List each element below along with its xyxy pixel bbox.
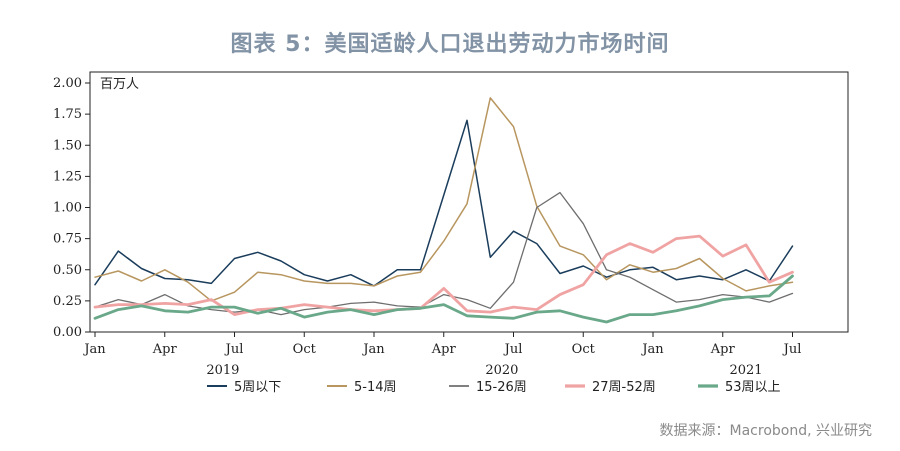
y-tick-label: 0.25 — [53, 294, 82, 309]
series-line-2 — [94, 97, 794, 302]
series-lines — [93, 97, 794, 324]
y-tick-label: 2.00 — [53, 76, 82, 91]
year-label: 2020 — [485, 363, 518, 378]
x-tick-label: Jan — [640, 342, 664, 357]
y-tick-label: 1.50 — [53, 138, 82, 153]
series-line-4 — [93, 234, 794, 317]
year-label: 2021 — [729, 363, 762, 378]
y-tick-label: 0.75 — [53, 232, 82, 247]
year-label: 2019 — [206, 363, 239, 378]
plot-frame — [89, 71, 849, 333]
x-tick-label: Oct — [572, 342, 596, 357]
x-tick-label: Jul — [503, 342, 523, 357]
x-tick-label: Apr — [431, 342, 457, 357]
y-tick-label: 0.00 — [53, 325, 82, 340]
legend-label: 27周-52周 — [592, 380, 656, 395]
x-tick-label: Jul — [224, 342, 244, 357]
x-tick-label: Jan — [361, 342, 385, 357]
legend-label: 15-26周 — [476, 380, 527, 395]
x-tick-label: Apr — [710, 342, 736, 357]
y-tick-label: 1.75 — [53, 107, 82, 122]
y-tick-label: 0.50 — [53, 263, 82, 278]
legend: 5周以下 5-14周 15-26周 27周-52周 53周以上 — [207, 380, 781, 395]
legend-label: 5-14周 — [354, 380, 397, 395]
y-tick-label: 1.25 — [53, 169, 82, 184]
source-note: 数据来源：Macrobond, 兴业研究 — [659, 423, 872, 439]
x-tick-label: Jan — [82, 342, 106, 357]
chart-title: 图表 5：美国适龄人口退出劳动力市场时间 — [230, 32, 670, 57]
unit-label: 百万人 — [100, 77, 139, 92]
x-tick-label: Apr — [152, 342, 178, 357]
legend-label: 53周以上 — [725, 380, 781, 395]
x-tick-label: Oct — [293, 342, 317, 357]
axes: 0.00 0.25 0.50 0.75 1.00 1.25 1.50 1.75 2.00 Jan A… — [53, 71, 849, 378]
x-tick-label: Jul — [782, 342, 802, 357]
legend-label: 5周以下 — [234, 380, 281, 395]
series-line-5 — [93, 274, 794, 324]
series-line-1 — [94, 119, 794, 287]
y-tick-label: 1.00 — [53, 201, 82, 216]
series-line-3 — [94, 191, 794, 316]
